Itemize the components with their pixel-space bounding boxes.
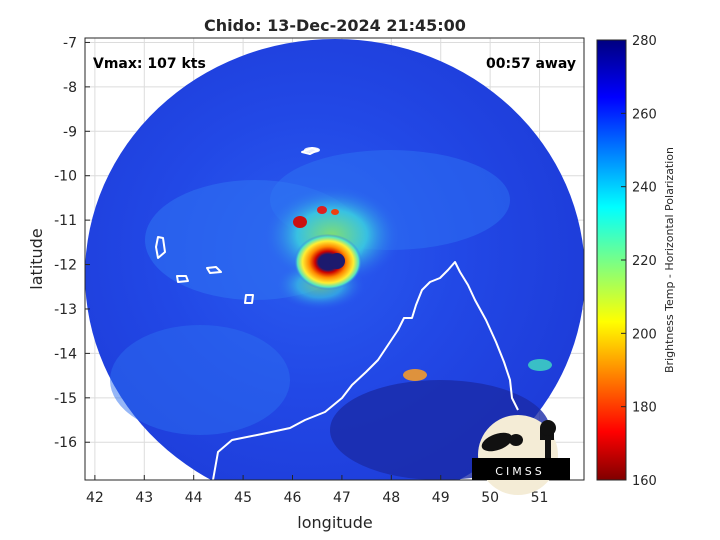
x-tick-label: 46: [284, 490, 302, 506]
y-tick-label: -11: [54, 213, 77, 229]
convection-cell: [317, 206, 327, 214]
convection-cell: [331, 209, 339, 215]
axes-frame: [84, 37, 585, 481]
rainband-southwest: [110, 325, 290, 435]
colorbar-tick-label: 240: [632, 181, 657, 196]
colorbar-tick-label: 220: [632, 254, 657, 269]
coastline: [155, 147, 519, 480]
x-tick-label: 47: [333, 490, 351, 506]
x-tick-label: 45: [234, 490, 252, 506]
x-tick-label: 50: [481, 490, 499, 506]
warm-patch: [403, 369, 427, 381]
y-tick-label: -10: [54, 169, 77, 185]
x-tick-label: 51: [531, 490, 549, 506]
x-tick-label: 49: [432, 490, 450, 506]
x-tick-label: 48: [382, 490, 400, 506]
x-axis-label: longitude: [297, 513, 372, 532]
time-away-label: 00:57 away: [486, 56, 576, 72]
logo-text: CIMSS: [495, 465, 544, 478]
colorbar-tick-label: 200: [632, 327, 657, 342]
warm-patch: [528, 359, 552, 371]
colorbar-tick-label: 280: [632, 34, 657, 49]
cimss-logo: CIMSS: [472, 415, 570, 495]
colorbar-tick-label: 260: [632, 107, 657, 122]
x-tick-label: 43: [135, 490, 153, 506]
colorbar-ticks: 280 260 240 220 200 180 160: [621, 34, 657, 489]
eyewall: [294, 234, 362, 290]
colorbar-label: Brightness Temp - Horizontal Polarizatio…: [663, 147, 676, 373]
y-tick-label: -9: [63, 124, 77, 140]
y-axis: -7 -8 -9 -10 -11 -12 -13 -14 -15 -16: [54, 35, 90, 451]
x-axis: 42 43 44 45 46 47 48 49 50 51: [86, 475, 548, 506]
vmax-label: Vmax: 107 kts: [93, 56, 206, 72]
eye: [329, 253, 345, 269]
colorbar-tick-label: 180: [632, 401, 657, 416]
y-tick-label: -8: [63, 80, 77, 96]
y-tick-label: -7: [63, 35, 77, 51]
x-tick-label: 42: [86, 490, 104, 506]
y-tick-label: -12: [54, 258, 77, 274]
chart-title: Chido: 13-Dec-2024 21:45:00: [204, 16, 466, 35]
y-tick-label: -13: [54, 302, 77, 318]
y-tick-label: -16: [54, 435, 77, 451]
y-tick-label: -14: [54, 346, 77, 362]
colorbar-tick-label: 160: [632, 474, 657, 489]
convection-cell: [293, 216, 307, 228]
y-axis-label: latitude: [27, 228, 46, 289]
y-tick-label: -15: [54, 391, 77, 407]
x-tick-label: 44: [185, 490, 203, 506]
